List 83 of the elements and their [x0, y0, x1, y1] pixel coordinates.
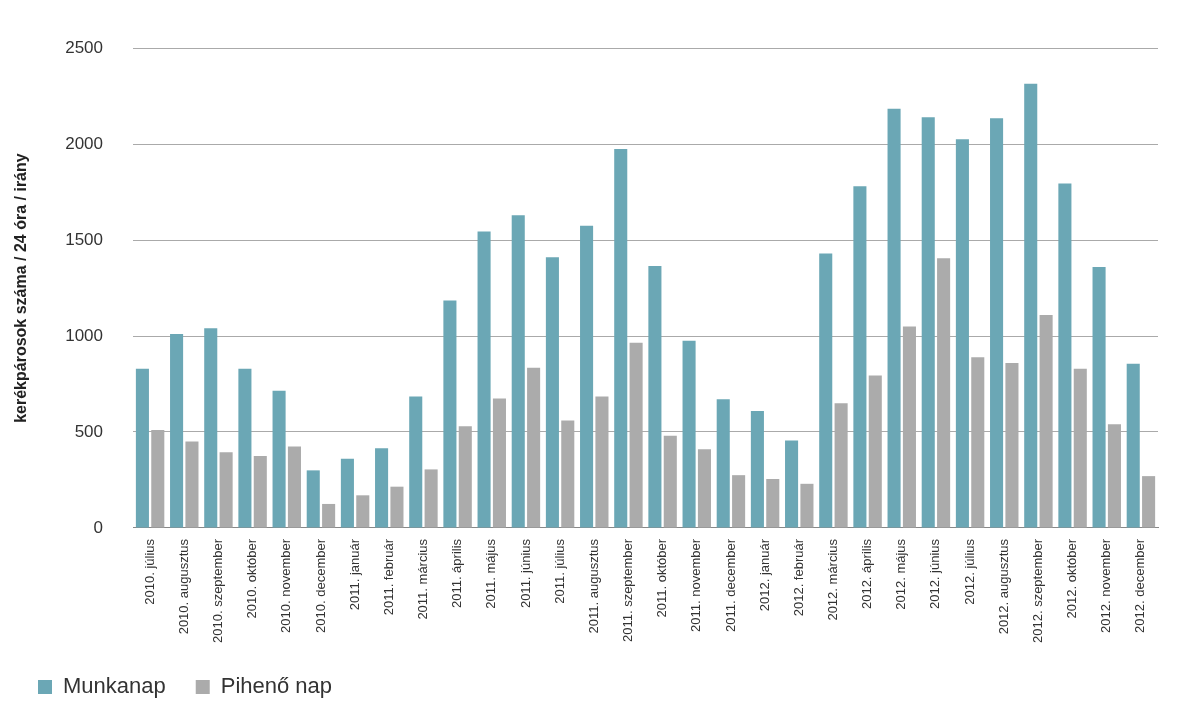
legend-label: Munkanap — [63, 673, 166, 699]
x-tick-label: 2011. július — [551, 538, 567, 604]
bar — [424, 469, 438, 528]
x-tick-label: 2012. május — [893, 538, 909, 610]
x-tick-label: 2010. november — [278, 538, 294, 633]
bar — [322, 503, 336, 528]
bar — [1126, 363, 1140, 528]
bar — [253, 455, 267, 528]
bar — [819, 253, 833, 528]
bar — [800, 483, 814, 528]
bar — [511, 215, 525, 528]
x-tick-label: 2012. június — [927, 538, 943, 610]
bar — [170, 334, 184, 528]
x-tick-label: 2010. augusztus — [175, 538, 191, 635]
y-tick-label: 0 — [93, 517, 104, 537]
bar — [135, 368, 149, 528]
x-tick-label: 2010. szeptember — [210, 538, 226, 644]
x-tick-label: 2012. március — [825, 538, 840, 621]
bar — [853, 186, 867, 528]
x-tick-label: 2011. november — [688, 538, 704, 632]
bar — [732, 475, 746, 528]
bar — [219, 452, 233, 528]
x-tick-label: 2012. július — [961, 538, 977, 605]
y-tick-label: 2500 — [65, 37, 104, 57]
x-tick-label: 2010. december — [312, 538, 328, 633]
x-tick-label: 2011. június — [517, 538, 533, 609]
x-tick-label: 2011. május — [483, 538, 499, 609]
x-tick-label: 2011. szeptember — [620, 538, 635, 643]
bar — [614, 148, 628, 528]
bar — [785, 440, 799, 528]
bar — [272, 390, 286, 528]
bar — [477, 231, 491, 528]
y-tick-label: 1500 — [65, 229, 104, 249]
x-tick-label: 2011. január — [346, 538, 362, 611]
y-tick-label: 500 — [74, 421, 104, 441]
y-axis-title: kerékpárosok száma / 24 óra / irány — [12, 153, 30, 423]
x-tick-label: 2012. január — [756, 538, 772, 612]
bar — [766, 479, 780, 528]
x-tick-label: 2011. október — [654, 538, 670, 618]
bar — [990, 118, 1004, 528]
x-tick-label: 2012. április — [859, 538, 875, 610]
bar — [287, 446, 301, 528]
bar — [545, 257, 559, 528]
bar — [375, 448, 389, 528]
x-tick-label: 2011. augusztus — [585, 538, 601, 634]
bar — [1142, 476, 1156, 528]
bar — [955, 139, 969, 528]
bar — [1024, 83, 1038, 528]
legend-label: Pihenő nap — [220, 673, 333, 699]
bar — [185, 441, 199, 528]
bar — [1058, 183, 1072, 528]
bar — [716, 399, 730, 528]
bar — [443, 300, 457, 528]
bar — [356, 495, 370, 528]
bar — [580, 225, 594, 528]
x-tick-label: 2012. december — [1132, 538, 1148, 633]
bar — [887, 108, 901, 528]
bar — [340, 458, 354, 528]
y-tick-label: 1000 — [65, 325, 104, 345]
x-tick-label: 2011. február — [380, 538, 396, 616]
bar — [1092, 266, 1106, 528]
x-tick-label: 2012. február — [790, 538, 806, 617]
x-tick-label: 2012. november — [1098, 538, 1114, 633]
bar — [390, 486, 404, 528]
bar — [682, 340, 696, 528]
bar — [648, 266, 662, 528]
x-tick-label: 2010. október — [244, 538, 260, 619]
bar — [921, 117, 935, 528]
x-tick-label: 2012. október — [1064, 538, 1080, 619]
x-tick-label: 2011. december — [722, 538, 738, 632]
bar — [750, 410, 764, 528]
x-tick-label: 2012. szeptember — [1030, 538, 1045, 644]
x-tick-label: 2011. március — [415, 538, 431, 620]
x-tick-label: 2011. április — [449, 538, 465, 609]
bar — [663, 435, 677, 528]
x-tick-label: 2012. augusztus — [995, 538, 1011, 635]
bar — [409, 396, 423, 528]
x-tick-label: 2010. július — [141, 538, 157, 605]
bar — [306, 470, 320, 528]
bar — [238, 368, 252, 528]
bar — [697, 449, 711, 528]
bar — [204, 328, 218, 528]
y-tick-label: 2000 — [65, 133, 104, 153]
